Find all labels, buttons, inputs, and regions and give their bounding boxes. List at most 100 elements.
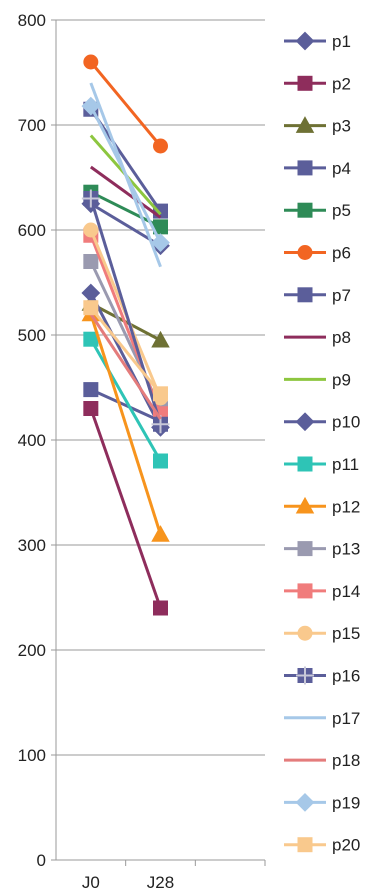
data-point	[83, 222, 99, 238]
legend-label: p12	[332, 497, 360, 516]
series-line	[89, 165, 162, 219]
x-tick-label: J0	[82, 873, 100, 892]
series-line	[89, 198, 162, 425]
legend-item-p20: p20	[284, 836, 360, 855]
y-tick-label: 500	[18, 326, 46, 345]
data-point	[81, 283, 101, 303]
series-lines	[81, 54, 170, 616]
series-p18	[89, 313, 162, 420]
x-tick-label: J28	[147, 873, 174, 892]
legend-label: p3	[332, 117, 351, 136]
legend-swatch-marker	[295, 31, 315, 51]
series-p6	[83, 54, 168, 154]
legend-swatch-marker	[297, 75, 313, 91]
series-p8	[89, 165, 162, 219]
series-p2	[83, 401, 168, 616]
series-line	[89, 338, 162, 462]
legend-item-p5: p5	[284, 201, 351, 220]
legend-item-p8: p8	[284, 328, 351, 347]
legend-label: p6	[332, 244, 351, 263]
data-point	[151, 525, 170, 542]
legend-label: p14	[332, 582, 360, 601]
legend-swatch-marker	[297, 202, 313, 218]
data-point	[81, 189, 100, 208]
y-tick-label: 100	[18, 746, 46, 765]
data-point	[151, 330, 170, 348]
data-point	[153, 386, 168, 402]
y-tick-label: 600	[18, 221, 46, 240]
legend-item-p19: p19	[284, 793, 360, 812]
legend-label: p8	[332, 328, 351, 347]
x-axis-ticks: J0 J28	[82, 873, 174, 892]
legend-item-p12: p12	[284, 496, 360, 516]
legend-item-p13: p13	[284, 540, 360, 559]
legend-label: p13	[332, 540, 360, 559]
legend-label: p19	[332, 793, 360, 812]
legend-swatch-marker	[297, 245, 313, 260]
legend-label: p5	[332, 201, 351, 220]
legend-item-p2: p2	[284, 74, 351, 93]
y-tick-label: 400	[18, 431, 46, 450]
data-point	[153, 600, 168, 616]
legend-swatch-marker	[295, 793, 315, 812]
legend-swatch-marker	[297, 583, 313, 599]
legend-item-p9: p9	[284, 370, 351, 389]
legend-swatch-marker	[296, 666, 314, 685]
series-line	[89, 313, 162, 535]
series-line	[89, 408, 162, 609]
series-p16	[81, 189, 170, 434]
y-tick-label: 800	[18, 11, 46, 30]
legend-item-p16: p16	[284, 666, 360, 686]
legend-label: p9	[332, 370, 351, 389]
series-line	[89, 292, 162, 429]
legend-item-p18: p18	[284, 751, 360, 770]
legend-item-p6: p6	[284, 244, 351, 263]
legend-swatch-marker	[295, 496, 315, 514]
legend-label: p4	[332, 159, 351, 178]
data-point	[83, 54, 99, 70]
legend-item-p10: p10	[284, 412, 360, 432]
legend-swatch-marker	[297, 541, 313, 557]
legend-label: p20	[332, 836, 360, 855]
legend-swatch-marker	[295, 412, 315, 432]
legend-item-p1: p1	[284, 31, 351, 51]
series-line	[89, 105, 162, 244]
data-point	[83, 254, 99, 269]
legend-label: p7	[332, 286, 351, 305]
y-tick-label: 700	[18, 116, 46, 135]
series-p19	[81, 96, 170, 252]
legend: p1 p2 p3 p4 p5 p6 p7 p8 p9 p10 p11 p12 p13 p14 p15 p16 p…	[284, 31, 360, 855]
data-point	[83, 300, 99, 316]
legend-item-p15: p15	[284, 624, 360, 643]
series-p11	[83, 331, 168, 469]
legend-label: p11	[332, 455, 359, 474]
data-point	[83, 401, 99, 416]
legend-item-p7: p7	[284, 286, 351, 305]
legend-swatch-marker	[295, 116, 315, 133]
y-tick-label: 0	[37, 851, 46, 870]
data-point	[83, 382, 99, 398]
legend-item-p11: p11	[284, 455, 359, 474]
series-line	[89, 313, 162, 420]
legend-label: p2	[332, 74, 351, 93]
legend-item-p3: p3	[284, 116, 351, 136]
data-point	[153, 453, 168, 469]
legend-label: p18	[332, 751, 360, 770]
y-tick-label: 300	[18, 536, 46, 555]
legend-swatch-marker	[297, 287, 313, 303]
series-p20	[83, 300, 168, 402]
legend-swatch-marker	[297, 160, 313, 176]
legend-label: p10	[332, 413, 360, 432]
legend-label: p17	[332, 709, 360, 728]
legend-item-p14: p14	[284, 582, 360, 601]
series-line	[89, 306, 162, 395]
series-line	[89, 61, 162, 147]
legend-item-p17: p17	[284, 709, 360, 728]
legend-swatch-marker	[297, 625, 313, 641]
legend-label: p16	[332, 667, 360, 686]
data-point	[151, 233, 170, 252]
legend-item-p4: p4	[284, 159, 351, 178]
legend-label: p1	[332, 32, 351, 51]
series-line	[90, 388, 162, 423]
